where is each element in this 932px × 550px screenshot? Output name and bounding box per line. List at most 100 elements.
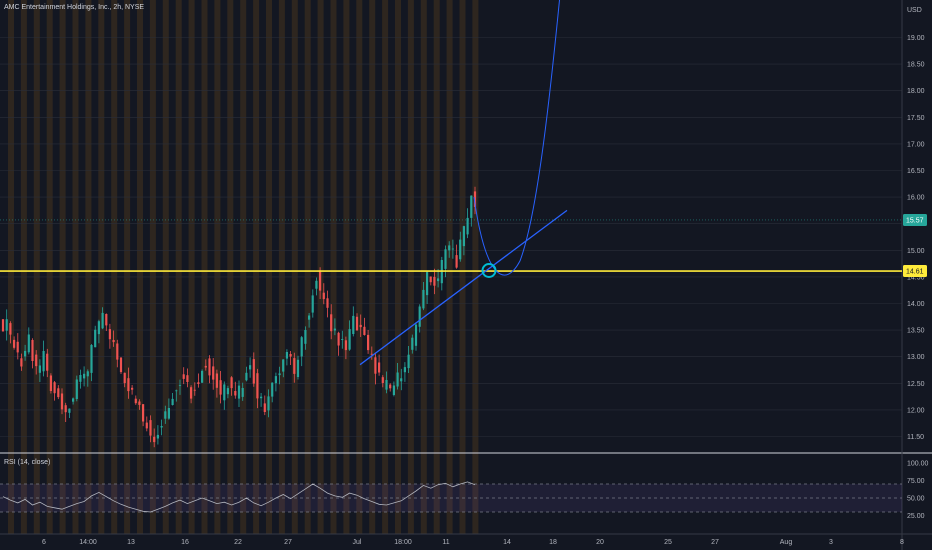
time-tick-label: 25 — [664, 539, 672, 546]
candle-body — [249, 365, 252, 370]
session-band — [472, 0, 479, 534]
time-tick-label: 11 — [442, 539, 449, 546]
candle-body — [466, 217, 469, 235]
candle-body — [414, 324, 418, 346]
session-band — [8, 0, 14, 534]
session-band — [240, 0, 247, 534]
session-band — [395, 0, 401, 534]
projection-curve — [473, 0, 560, 276]
candle-body — [112, 340, 115, 343]
candle-body — [319, 270, 322, 291]
candle-body — [94, 329, 97, 348]
candle-body — [359, 324, 362, 328]
candle-body — [289, 354, 292, 357]
candle-body — [234, 391, 237, 396]
candle-body — [341, 339, 344, 340]
candle-body — [42, 351, 45, 372]
candle-body — [352, 315, 355, 334]
time-tick-label: 3 — [829, 539, 833, 546]
candle-body — [348, 329, 351, 350]
candle-body — [418, 306, 421, 327]
candle-body — [411, 337, 414, 350]
candle-body — [385, 380, 388, 390]
session-band — [20, 0, 27, 534]
candle-body — [311, 295, 314, 313]
session-bands — [8, 0, 479, 534]
candle-body — [49, 375, 52, 391]
last-price-label: 15.57 — [906, 218, 924, 225]
candle-body — [53, 382, 56, 394]
candle-body — [367, 334, 370, 351]
session-band — [175, 0, 182, 534]
session-band — [46, 0, 53, 534]
candle-body — [201, 370, 204, 383]
session-band — [304, 0, 311, 534]
candle-body — [156, 434, 159, 439]
candle-body — [403, 367, 406, 373]
price-tick-label: 11.50 — [907, 434, 924, 441]
candle-body — [116, 343, 119, 360]
candle-body — [75, 379, 78, 399]
candle-body — [237, 385, 241, 399]
time-tick-label: 22 — [234, 539, 242, 546]
candle-body — [462, 226, 465, 247]
candle-body — [16, 341, 19, 353]
session-band — [33, 0, 40, 534]
candle-body — [333, 328, 336, 331]
candle-body — [455, 255, 458, 268]
session-band — [253, 0, 260, 534]
candle-body — [38, 365, 41, 373]
candle-body — [193, 389, 196, 391]
candle-body — [190, 387, 193, 399]
session-band — [137, 0, 143, 534]
time-tick-label: 16 — [181, 539, 189, 546]
candle-body — [267, 396, 270, 411]
session-band — [330, 0, 337, 534]
session-band — [98, 0, 105, 534]
candle-body — [363, 326, 366, 335]
price-tick-label: 12.00 — [907, 407, 925, 414]
candle-body — [429, 276, 432, 283]
candle-body — [138, 401, 141, 405]
candle-body — [422, 289, 425, 309]
candle-body — [101, 312, 104, 329]
price-tick-label: 12.50 — [907, 381, 925, 388]
candle-body — [245, 372, 248, 381]
time-tick-label: 18:00 — [394, 539, 412, 546]
candle-body — [131, 387, 134, 390]
candle-body — [392, 385, 395, 395]
session-band — [266, 0, 272, 534]
candle-body — [263, 403, 266, 412]
time-tick-label: Aug — [780, 539, 793, 546]
last-price-badge — [903, 214, 927, 226]
time-tick-label: 14:00 — [79, 539, 97, 546]
candle-body — [127, 378, 130, 392]
session-band — [72, 0, 79, 534]
rsi-indicator-label[interactable]: RSI (14, close) — [4, 459, 51, 466]
candle-body — [31, 340, 34, 361]
candle-body — [256, 373, 259, 399]
candle-body — [355, 316, 359, 331]
candle-body — [308, 315, 311, 320]
candle-body — [83, 373, 86, 379]
candle-body — [370, 353, 373, 355]
rsi-tick-label: 50.00 — [907, 496, 925, 503]
candle-body — [57, 388, 60, 398]
time-tick-label: Jul — [353, 539, 362, 546]
candle-body — [241, 388, 244, 397]
price-tick-label: 19.00 — [907, 35, 925, 42]
candle-body — [64, 405, 67, 413]
time-tick-label: 27 — [284, 539, 292, 546]
candle-body — [160, 426, 163, 428]
session-band — [85, 0, 92, 534]
candle-body — [86, 371, 89, 377]
candle-body — [153, 436, 156, 443]
candle-body — [300, 337, 303, 357]
candle-body — [9, 323, 12, 335]
session-band — [317, 0, 324, 534]
session-band — [291, 0, 298, 534]
symbol-title[interactable]: AMC Entertainment Holdings, Inc., 2h, NY… — [4, 4, 145, 11]
trendline — [359, 209, 568, 366]
session-band — [162, 0, 169, 534]
candle-body — [20, 358, 23, 367]
